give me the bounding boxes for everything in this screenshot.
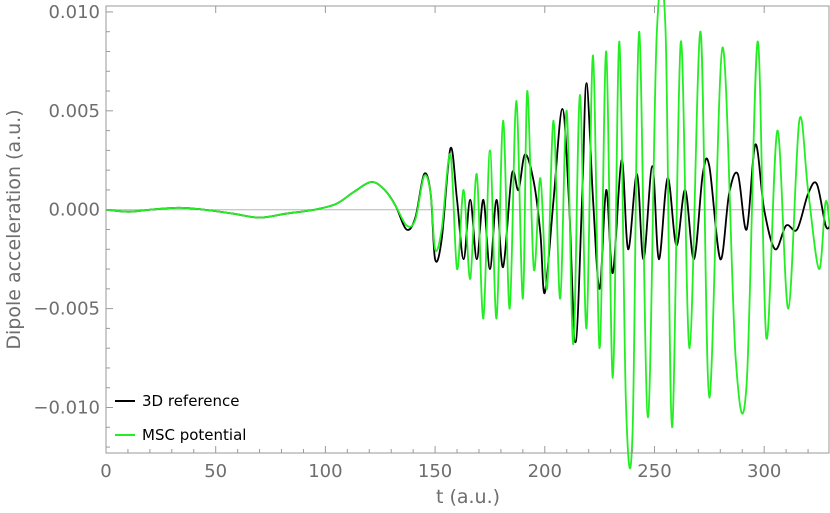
x-tick-label: 100 — [308, 461, 342, 482]
series-line-reference — [105, 82, 830, 344]
series-line-msc — [105, 0, 830, 470]
y-tick-label: −0.010 — [33, 398, 100, 419]
y-tick-label: 0.005 — [48, 101, 100, 122]
y-tick-label: −0.005 — [33, 299, 100, 320]
y-tick-label: 0.010 — [48, 2, 100, 23]
x-tick-label: 150 — [418, 461, 452, 482]
x-tick-label: 0 — [100, 461, 111, 482]
series-lines — [105, 0, 830, 470]
axis-ticks — [105, 6, 809, 453]
legend: 3D reference MSC potential — [115, 392, 246, 444]
x-tick-label: 300 — [747, 461, 781, 482]
x-tick-label: 50 — [204, 461, 227, 482]
x-tick-label: 200 — [528, 461, 562, 482]
tick-labels: 0 50 100 150 200 250 300 0.010 0.005 0.000 −0.005 −… — [33, 2, 781, 482]
legend-label: 3D reference — [142, 392, 240, 410]
y-tick-label: 0.000 — [48, 200, 100, 221]
legend-label: MSC potential — [142, 426, 246, 444]
x-tick-label: 250 — [637, 461, 671, 482]
y-axis-title: Dipole acceleration (a.u.) — [3, 109, 25, 349]
x-axis-title: t (a.u.) — [436, 486, 500, 508]
